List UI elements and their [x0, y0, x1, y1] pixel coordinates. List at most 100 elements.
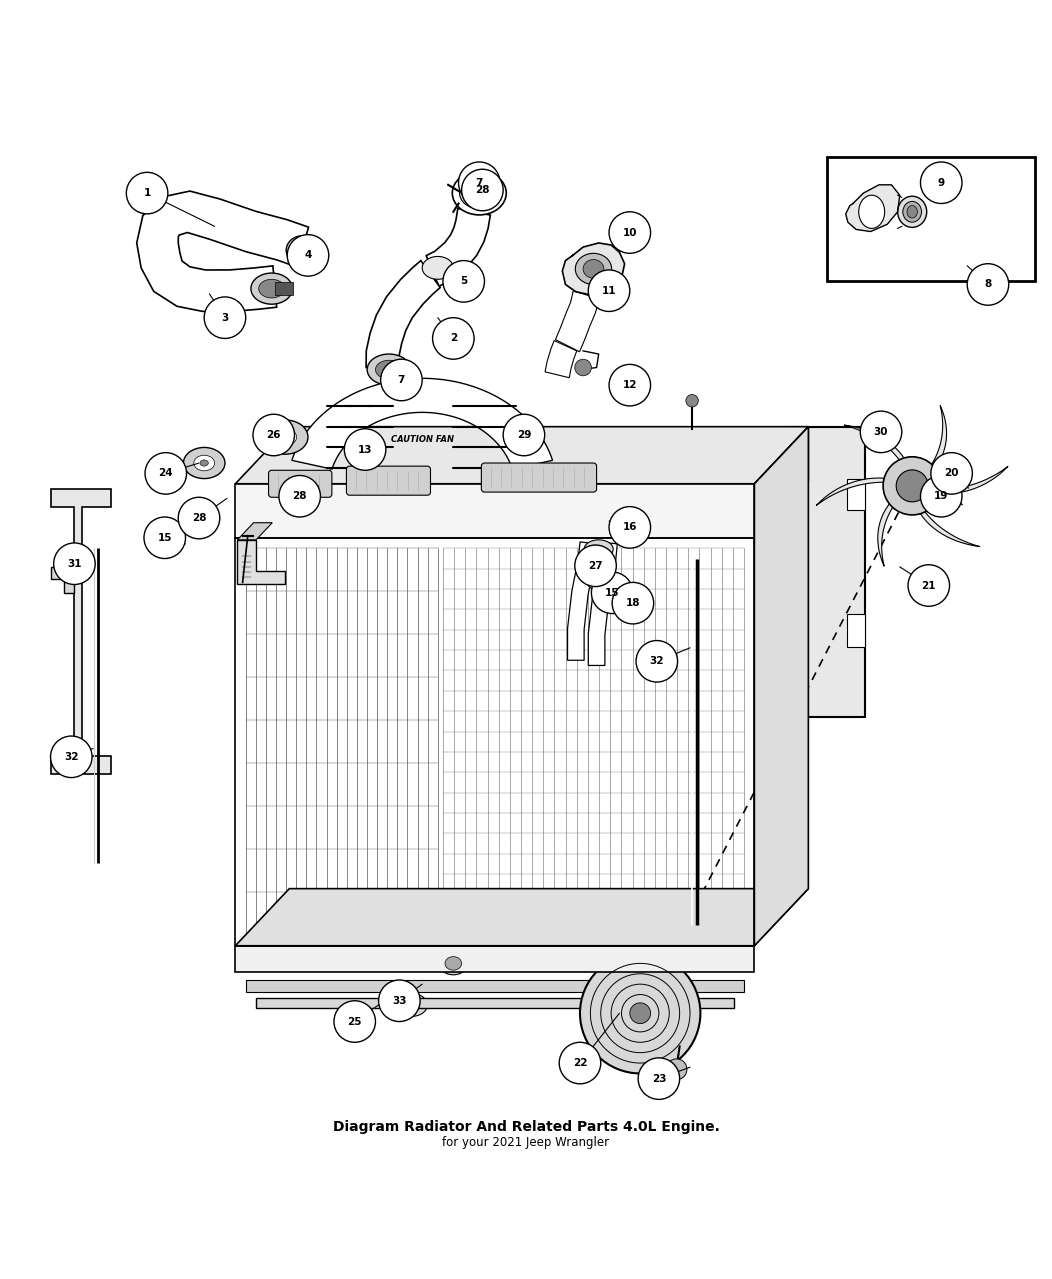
Circle shape — [287, 234, 329, 276]
Ellipse shape — [281, 434, 289, 440]
Polygon shape — [754, 427, 808, 537]
Circle shape — [178, 498, 220, 538]
Ellipse shape — [903, 201, 922, 223]
Text: 33: 33 — [392, 996, 407, 1005]
Circle shape — [920, 476, 962, 517]
Text: for your 2021 Jeep Wrangler: for your 2021 Jeep Wrangler — [443, 1137, 609, 1150]
Ellipse shape — [294, 242, 312, 258]
Circle shape — [612, 582, 653, 624]
Circle shape — [432, 317, 474, 359]
Text: 24: 24 — [159, 468, 174, 478]
Polygon shape — [555, 290, 600, 352]
Polygon shape — [918, 509, 980, 546]
Circle shape — [896, 469, 928, 501]
Polygon shape — [563, 243, 625, 295]
Circle shape — [144, 517, 185, 559]
Ellipse shape — [858, 196, 885, 229]
Circle shape — [381, 359, 422, 400]
Circle shape — [636, 641, 677, 682]
Circle shape — [443, 261, 485, 302]
Circle shape — [344, 428, 386, 471]
Text: 22: 22 — [572, 1058, 587, 1068]
Text: 2: 2 — [449, 334, 457, 344]
Polygon shape — [939, 467, 1008, 494]
Text: 27: 27 — [588, 560, 603, 570]
Ellipse shape — [250, 272, 292, 304]
Polygon shape — [754, 427, 808, 945]
Text: 28: 28 — [191, 513, 206, 523]
Circle shape — [333, 1000, 376, 1042]
Text: 16: 16 — [623, 522, 638, 532]
Circle shape — [940, 468, 955, 482]
Polygon shape — [238, 540, 285, 585]
Text: 12: 12 — [623, 380, 638, 390]
Ellipse shape — [259, 279, 285, 298]
Text: 15: 15 — [605, 588, 620, 597]
Circle shape — [609, 365, 650, 405]
FancyBboxPatch shape — [346, 466, 430, 495]
Ellipse shape — [587, 574, 610, 590]
Circle shape — [639, 1058, 680, 1100]
Polygon shape — [50, 567, 75, 592]
Circle shape — [967, 263, 1009, 306]
Polygon shape — [236, 483, 754, 537]
Circle shape — [459, 162, 500, 203]
Circle shape — [588, 270, 630, 312]
Polygon shape — [236, 889, 808, 945]
Circle shape — [861, 411, 902, 453]
Text: 28: 28 — [476, 185, 489, 194]
Ellipse shape — [422, 256, 453, 279]
Ellipse shape — [897, 196, 927, 228]
Text: 32: 32 — [649, 656, 664, 666]
Ellipse shape — [583, 260, 604, 279]
Circle shape — [883, 457, 942, 515]
Polygon shape — [877, 503, 894, 567]
Text: 1: 1 — [143, 188, 150, 198]
FancyBboxPatch shape — [268, 471, 331, 498]
Circle shape — [934, 485, 949, 499]
Text: 11: 11 — [602, 285, 616, 295]
Ellipse shape — [439, 952, 468, 975]
Circle shape — [145, 453, 186, 494]
Ellipse shape — [584, 540, 613, 559]
Ellipse shape — [397, 994, 427, 1017]
Ellipse shape — [194, 455, 215, 471]
Text: 26: 26 — [266, 430, 281, 440]
Circle shape — [908, 565, 950, 606]
Circle shape — [503, 414, 545, 455]
Polygon shape — [847, 478, 866, 510]
Ellipse shape — [286, 235, 320, 265]
Polygon shape — [426, 208, 490, 286]
Text: 19: 19 — [934, 491, 949, 501]
Circle shape — [50, 735, 93, 778]
Bar — [788, 427, 866, 718]
Bar — [246, 980, 744, 993]
Polygon shape — [930, 405, 947, 469]
Ellipse shape — [575, 253, 611, 284]
Circle shape — [54, 544, 95, 585]
Ellipse shape — [468, 184, 490, 202]
FancyBboxPatch shape — [482, 463, 596, 492]
Text: 18: 18 — [626, 599, 641, 609]
Ellipse shape — [367, 354, 410, 385]
Text: 21: 21 — [922, 581, 936, 591]
Bar — [393, 366, 409, 376]
Text: 4: 4 — [304, 251, 311, 261]
Circle shape — [920, 162, 962, 203]
Polygon shape — [50, 489, 110, 775]
Polygon shape — [236, 427, 808, 483]
Text: 28: 28 — [292, 491, 307, 501]
Ellipse shape — [445, 957, 462, 971]
Text: 29: 29 — [517, 430, 531, 440]
Text: Diagram Radiator And Related Parts 4.0L Engine.: Diagram Radiator And Related Parts 4.0L … — [332, 1120, 720, 1134]
Text: 5: 5 — [460, 276, 467, 286]
Circle shape — [252, 414, 295, 455]
Circle shape — [591, 572, 633, 614]
Ellipse shape — [404, 999, 420, 1012]
Circle shape — [580, 953, 701, 1073]
Text: 7: 7 — [476, 178, 483, 188]
Circle shape — [630, 1003, 650, 1023]
Circle shape — [204, 297, 246, 339]
Circle shape — [462, 169, 503, 211]
Ellipse shape — [460, 178, 499, 208]
